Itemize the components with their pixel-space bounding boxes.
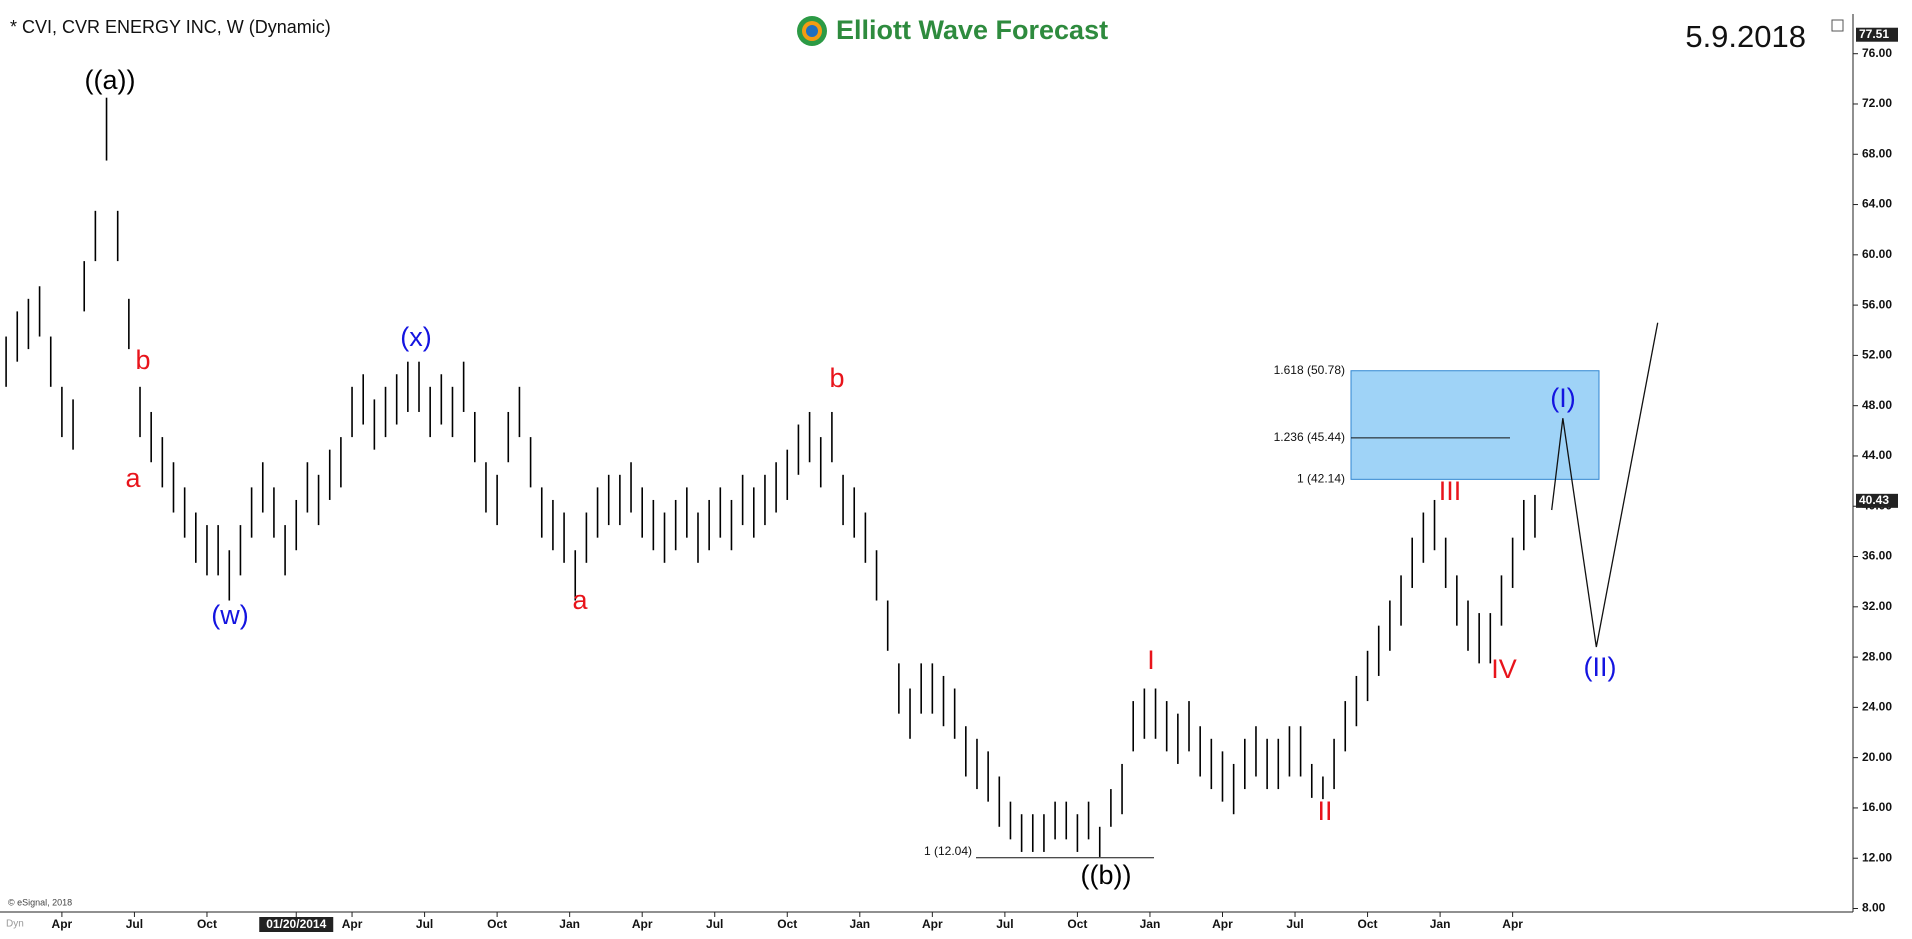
y-tick-label: 64.00 (1862, 197, 1892, 211)
fib-label: 1 (12.04) (924, 844, 972, 858)
x-tick-label: Jan (1430, 917, 1451, 931)
x-tick-label: Jan (1140, 917, 1161, 931)
wave-label: ((b)) (1081, 860, 1132, 890)
y-tick-label: 16.00 (1862, 800, 1892, 814)
fib-label: 1.618 (50.78) (1274, 363, 1345, 377)
wave-label: a (572, 585, 588, 615)
x-tick-label: Jan (849, 917, 870, 931)
y-tick-label: 68.00 (1862, 146, 1892, 160)
window-icon[interactable] (1831, 19, 1844, 32)
wave-label: (x) (400, 322, 431, 352)
x-tick-label: Apr (52, 917, 73, 931)
chart-date: 5.9.2018 (1685, 19, 1806, 54)
top-price-box (1856, 27, 1898, 42)
wave-label: ((a)) (85, 65, 136, 95)
y-tick-label: 60.00 (1862, 247, 1892, 261)
x-tick-label: Jul (706, 917, 723, 931)
last-price-label: 40.43 (1859, 493, 1889, 507)
wave-label: a (125, 463, 141, 493)
x-tick-label: Jul (1286, 917, 1303, 931)
projection-path (1551, 322, 1659, 648)
x-tick-label: Apr (1212, 917, 1233, 931)
x-tick-label: Oct (197, 917, 217, 931)
x-tick-label: Jul (126, 917, 143, 931)
wave-label: b (829, 363, 844, 393)
x-tick-label: Jan (559, 917, 580, 931)
x-tick-highlight (259, 917, 334, 932)
x-tick-label: Oct (777, 917, 797, 931)
wave-label: IV (1491, 654, 1517, 684)
top-price-label: 77.51 (1859, 27, 1889, 41)
y-tick-label: 32.00 (1862, 599, 1892, 613)
x-tick-label: Apr (632, 917, 653, 931)
y-tick-label: 28.00 (1862, 649, 1892, 663)
x-tick-label: Jul (996, 917, 1013, 931)
brand-name: Elliott Wave Forecast (836, 15, 1108, 45)
corner-label: Dyn (6, 919, 24, 930)
wave-label: (w) (211, 600, 248, 630)
x-tick-label: 01/20/2014 (266, 917, 326, 931)
y-tick-label: 8.00 (1862, 901, 1886, 915)
last-price-box (1856, 493, 1898, 508)
y-tick-label: 52.00 (1862, 348, 1892, 362)
wave-label: (I) (1550, 383, 1575, 413)
wave-label: (II) (1584, 652, 1617, 682)
x-tick-label: Oct (1067, 917, 1087, 931)
logo-ring (806, 25, 818, 37)
y-tick-label: 20.00 (1862, 750, 1892, 764)
chart-title: * CVI, CVR ENERGY INC, W (Dynamic) (10, 17, 331, 37)
y-tick-label: 76.00 (1862, 46, 1892, 60)
wave-label: III (1439, 476, 1462, 506)
y-tick-label: 44.00 (1862, 448, 1892, 462)
wave-label: I (1147, 645, 1155, 675)
x-tick-label: Apr (1502, 917, 1523, 931)
y-tick-label: 48.00 (1862, 398, 1892, 412)
y-tick-label: 72.00 (1862, 96, 1892, 110)
x-tick-label: Apr (922, 917, 943, 931)
x-tick-label: Apr (342, 917, 363, 931)
x-tick-label: Oct (1358, 917, 1378, 931)
wave-label: II (1317, 796, 1332, 826)
fib-label: 1.236 (45.44) (1274, 430, 1345, 444)
x-tick-label: Jul (416, 917, 433, 931)
y-tick-label: 24.00 (1862, 700, 1892, 714)
fib-label: 1 (42.14) (1297, 472, 1345, 486)
x-tick-label: Oct (487, 917, 507, 931)
y-tick-label: 56.00 (1862, 297, 1892, 311)
brand-logo: Elliott Wave Forecast (797, 15, 1108, 46)
copyright: © eSignal, 2018 (8, 897, 72, 907)
wave-label: b (135, 345, 150, 375)
y-tick-label: 36.00 (1862, 549, 1892, 563)
y-tick-label: 12.00 (1862, 850, 1892, 864)
